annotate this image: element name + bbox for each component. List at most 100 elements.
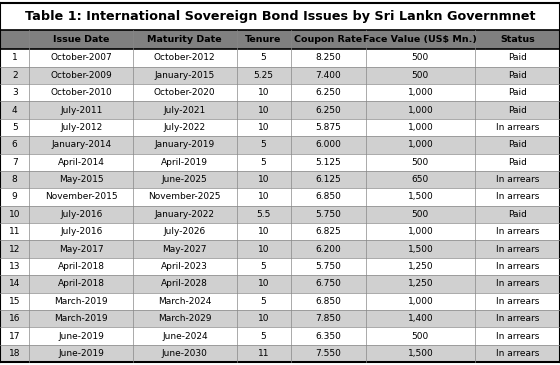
Text: March-2019: March-2019 xyxy=(54,314,108,323)
Text: 9: 9 xyxy=(12,192,17,201)
Bar xyxy=(0,275,560,293)
Text: 8.250: 8.250 xyxy=(315,53,341,62)
Text: 10: 10 xyxy=(258,279,269,288)
Bar xyxy=(0,241,560,258)
Text: 5: 5 xyxy=(260,331,267,341)
Bar xyxy=(0,171,560,188)
Text: 7.850: 7.850 xyxy=(315,314,341,323)
Text: April-2019: April-2019 xyxy=(161,158,208,167)
Text: March-2024: March-2024 xyxy=(158,297,212,306)
Text: 7.400: 7.400 xyxy=(315,71,341,80)
Text: 1,000: 1,000 xyxy=(408,297,433,306)
Text: October-2010: October-2010 xyxy=(50,88,112,97)
Bar xyxy=(0,3,560,30)
Text: 1,400: 1,400 xyxy=(408,314,433,323)
Text: 6.350: 6.350 xyxy=(315,331,341,341)
Text: 1,500: 1,500 xyxy=(408,192,433,201)
Text: 1,500: 1,500 xyxy=(408,245,433,254)
Text: June-2024: June-2024 xyxy=(162,331,208,341)
Text: 6.750: 6.750 xyxy=(315,279,341,288)
Text: In arrears: In arrears xyxy=(496,227,539,236)
Text: 500: 500 xyxy=(412,71,429,80)
Text: October-2007: October-2007 xyxy=(50,53,112,62)
Text: 5.875: 5.875 xyxy=(315,123,341,132)
Text: January-2022: January-2022 xyxy=(155,210,215,219)
Text: 14: 14 xyxy=(9,279,20,288)
Text: October-2012: October-2012 xyxy=(154,53,216,62)
Text: 500: 500 xyxy=(412,210,429,219)
Text: Paid: Paid xyxy=(508,53,527,62)
Text: 7.550: 7.550 xyxy=(315,349,341,358)
Text: 1,250: 1,250 xyxy=(408,279,433,288)
Bar xyxy=(0,49,560,67)
Text: May-2017: May-2017 xyxy=(59,245,104,254)
Bar xyxy=(0,101,560,119)
Bar xyxy=(0,119,560,136)
Text: Maturity Date: Maturity Date xyxy=(147,35,222,44)
Text: Paid: Paid xyxy=(508,210,527,219)
Text: In arrears: In arrears xyxy=(496,331,539,341)
Text: June-2030: June-2030 xyxy=(162,349,208,358)
Text: July-2021: July-2021 xyxy=(164,105,206,115)
Text: 500: 500 xyxy=(412,331,429,341)
Text: 12: 12 xyxy=(9,245,20,254)
Text: In arrears: In arrears xyxy=(496,349,539,358)
Text: 1,000: 1,000 xyxy=(408,227,433,236)
Text: 10: 10 xyxy=(9,210,21,219)
Text: April-2028: April-2028 xyxy=(161,279,208,288)
Text: April-2018: April-2018 xyxy=(58,262,105,271)
Text: Table 1: International Sovereign Bond Issues by Sri Lankn Governmnet: Table 1: International Sovereign Bond Is… xyxy=(25,10,535,23)
Text: Paid: Paid xyxy=(508,158,527,167)
Text: 18: 18 xyxy=(9,349,21,358)
Text: In arrears: In arrears xyxy=(496,245,539,254)
Text: November-2015: November-2015 xyxy=(45,192,118,201)
Bar xyxy=(0,154,560,171)
Text: July-2012: July-2012 xyxy=(60,123,102,132)
Text: 5: 5 xyxy=(12,123,17,132)
Text: October-2020: October-2020 xyxy=(154,88,216,97)
Text: July-2016: July-2016 xyxy=(60,227,102,236)
Text: January-2019: January-2019 xyxy=(155,141,215,149)
Text: 5: 5 xyxy=(260,141,267,149)
Text: Status: Status xyxy=(500,35,535,44)
Text: 6.825: 6.825 xyxy=(315,227,341,236)
Text: 1,250: 1,250 xyxy=(408,262,433,271)
Text: In arrears: In arrears xyxy=(496,279,539,288)
Text: April-2014: April-2014 xyxy=(58,158,105,167)
Text: 10: 10 xyxy=(258,227,269,236)
Text: 11: 11 xyxy=(258,349,269,358)
Text: 1,000: 1,000 xyxy=(408,141,433,149)
Text: 5: 5 xyxy=(260,53,267,62)
Text: 1: 1 xyxy=(12,53,17,62)
Text: 7: 7 xyxy=(12,158,17,167)
Text: 5.25: 5.25 xyxy=(254,71,273,80)
Text: Paid: Paid xyxy=(508,88,527,97)
Bar xyxy=(0,258,560,275)
Bar xyxy=(0,345,560,362)
Text: 1,000: 1,000 xyxy=(408,105,433,115)
Text: 5.750: 5.750 xyxy=(315,210,341,219)
Text: April-2018: April-2018 xyxy=(58,279,105,288)
Bar xyxy=(0,67,560,84)
Text: 500: 500 xyxy=(412,158,429,167)
Text: 5.750: 5.750 xyxy=(315,262,341,271)
Text: 6: 6 xyxy=(12,141,17,149)
Text: 6.250: 6.250 xyxy=(315,105,341,115)
Text: 1,000: 1,000 xyxy=(408,123,433,132)
Text: 10: 10 xyxy=(258,314,269,323)
Text: 11: 11 xyxy=(9,227,21,236)
Text: 5: 5 xyxy=(260,297,267,306)
Text: 5.5: 5.5 xyxy=(256,210,270,219)
Text: 6.850: 6.850 xyxy=(315,192,341,201)
Bar xyxy=(0,223,560,241)
Text: 500: 500 xyxy=(412,53,429,62)
Text: 3: 3 xyxy=(12,88,17,97)
Text: 6.125: 6.125 xyxy=(315,175,341,184)
Text: In arrears: In arrears xyxy=(496,175,539,184)
Text: July-2011: July-2011 xyxy=(60,105,102,115)
Text: In arrears: In arrears xyxy=(496,314,539,323)
Text: 4: 4 xyxy=(12,105,17,115)
Text: In arrears: In arrears xyxy=(496,123,539,132)
Bar xyxy=(0,310,560,327)
Text: 10: 10 xyxy=(258,245,269,254)
